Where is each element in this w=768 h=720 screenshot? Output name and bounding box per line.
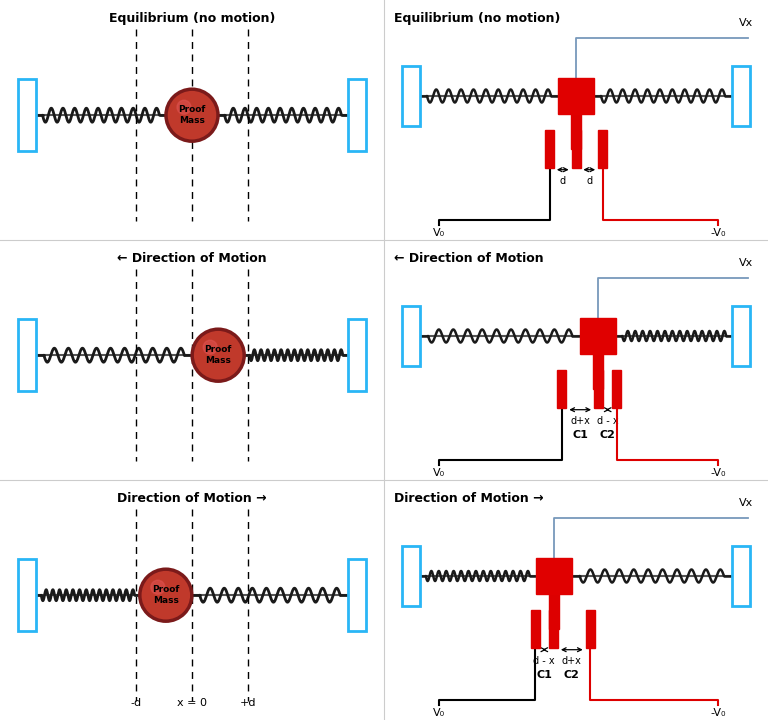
Bar (558, 78, 594, 114)
Text: ← Direction of Motion: ← Direction of Motion (394, 252, 544, 265)
Bar (732, 546, 750, 606)
Bar (732, 306, 750, 366)
Bar (585, 610, 594, 648)
Bar (402, 66, 420, 126)
Circle shape (204, 340, 217, 354)
Text: -V₀: -V₀ (710, 468, 726, 478)
Bar (548, 594, 558, 629)
Text: ← Direction of Motion: ← Direction of Motion (118, 252, 266, 265)
Text: Direction of Motion →: Direction of Motion → (118, 492, 266, 505)
Bar (571, 130, 581, 168)
Bar (598, 130, 607, 168)
Text: V₀: V₀ (433, 708, 445, 718)
Text: x = 0: x = 0 (177, 698, 207, 708)
Text: Equilibrium (no motion): Equilibrium (no motion) (109, 12, 275, 25)
Text: d - x: d - x (534, 656, 555, 666)
Circle shape (151, 580, 165, 594)
Bar (581, 318, 617, 354)
Bar (535, 558, 571, 594)
Text: Proof
Mass: Proof Mass (152, 585, 180, 605)
Text: Vx: Vx (739, 18, 753, 28)
Text: Direction of Motion →: Direction of Motion → (394, 492, 544, 505)
Text: C1: C1 (572, 430, 588, 440)
Bar (18, 79, 36, 151)
Text: -V₀: -V₀ (710, 708, 726, 718)
Bar (594, 370, 603, 408)
Text: d: d (560, 176, 566, 186)
Bar (348, 79, 366, 151)
Bar (18, 559, 36, 631)
Bar (348, 319, 366, 391)
Text: V₀: V₀ (433, 228, 445, 238)
Text: +d: +d (240, 698, 257, 708)
Text: -V₀: -V₀ (710, 228, 726, 238)
Bar (545, 130, 554, 168)
Bar (571, 114, 581, 149)
Bar (612, 370, 621, 408)
Text: C1: C1 (536, 670, 552, 680)
Bar (549, 610, 558, 648)
Bar (402, 306, 420, 366)
Circle shape (140, 570, 192, 621)
Circle shape (192, 329, 244, 381)
Bar (732, 66, 750, 126)
Text: V₀: V₀ (433, 468, 445, 478)
Text: Proof
Mass: Proof Mass (204, 346, 232, 365)
Bar (348, 559, 366, 631)
Circle shape (166, 89, 218, 141)
Text: Equilibrium (no motion): Equilibrium (no motion) (394, 12, 561, 25)
Text: d+x: d+x (571, 415, 590, 426)
Bar (531, 610, 540, 648)
Text: d+x: d+x (562, 656, 581, 666)
Text: C2: C2 (564, 670, 580, 680)
Text: d - x: d - x (597, 415, 618, 426)
Text: -d: -d (131, 698, 141, 708)
Text: d: d (586, 176, 592, 186)
Bar (18, 319, 36, 391)
Bar (558, 370, 567, 408)
Text: Proof
Mass: Proof Mass (178, 106, 206, 125)
Text: Vx: Vx (739, 498, 753, 508)
Text: Vx: Vx (739, 258, 753, 268)
Circle shape (177, 100, 191, 114)
Bar (402, 546, 420, 606)
Bar (594, 354, 604, 389)
Text: C2: C2 (600, 430, 616, 440)
